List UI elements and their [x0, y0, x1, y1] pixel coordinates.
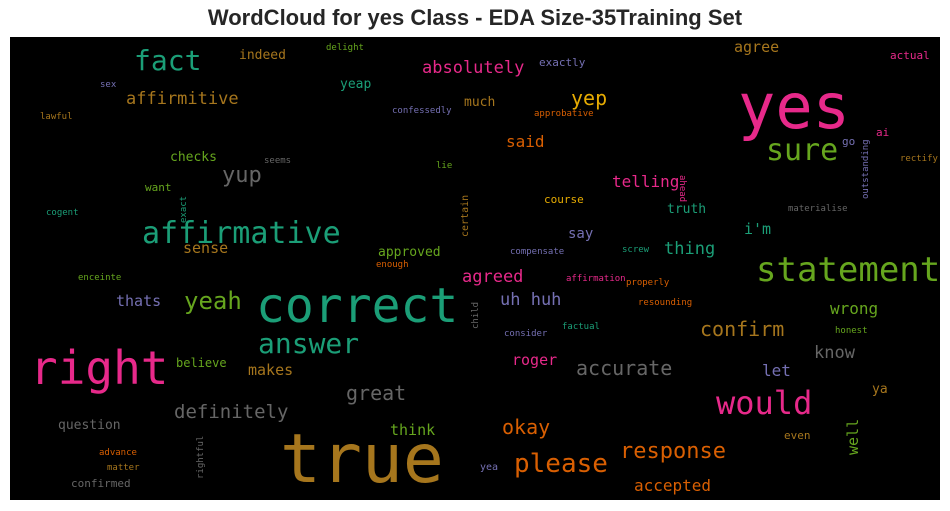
word-agree: agree	[734, 38, 779, 56]
word-sense: sense	[183, 239, 228, 257]
word-resounding: resounding	[638, 298, 692, 308]
word-sure: sure	[766, 133, 838, 168]
word-know: know	[814, 343, 856, 363]
word-definitely: definitely	[174, 401, 288, 423]
word-compensate: compensate	[510, 247, 564, 257]
word-even: even	[784, 429, 811, 442]
word-cogent: cogent	[46, 208, 79, 218]
word-ai: ai	[876, 126, 889, 139]
word-affirmation: affirmation	[566, 274, 626, 284]
word-believe: believe	[176, 356, 227, 370]
word-let: let	[762, 361, 791, 380]
word-much: much	[464, 95, 495, 110]
word-response: response	[620, 439, 726, 464]
word-child: child	[471, 302, 481, 329]
word-said: said	[506, 132, 545, 151]
word-yup: yup	[222, 163, 262, 188]
word-absolutely: absolutely	[422, 58, 524, 78]
word-agreed: agreed	[462, 267, 523, 287]
word-rectify: rectify	[900, 154, 939, 164]
word-exact: exact	[179, 196, 189, 223]
word-lie: lie	[436, 161, 452, 171]
word-well: well	[844, 419, 862, 455]
word-approved: approved	[378, 245, 441, 260]
word-truth: truth	[667, 202, 706, 217]
word-affirmitive: affirmitive	[126, 89, 239, 109]
word-statement: statement	[756, 250, 940, 290]
word-accurate: accurate	[576, 356, 672, 380]
word-confirmed: confirmed	[71, 477, 131, 490]
word-makes: makes	[248, 361, 293, 379]
word-yeap: yeap	[340, 77, 371, 92]
word-screw: screw	[622, 245, 650, 255]
word-answer: answer	[258, 327, 359, 360]
word-confessedly: confessedly	[392, 106, 452, 116]
word-indeed: indeed	[239, 48, 286, 63]
word-properly: properly	[626, 278, 670, 288]
word-thing: thing	[664, 239, 715, 259]
word-please: please	[514, 449, 608, 479]
word-go: go	[842, 135, 855, 148]
word-sex: sex	[100, 80, 117, 90]
word-matter: matter	[107, 463, 140, 473]
word-thats: thats	[116, 292, 161, 310]
word-lawful: lawful	[40, 112, 73, 122]
word-seems: seems	[264, 156, 291, 166]
word-approbative: approbative	[534, 109, 594, 119]
word-telling: telling	[612, 172, 679, 191]
chart-title: WordCloud for yes Class - EDA Size-35Tra…	[207, 5, 743, 30]
word-enough: enough	[376, 260, 409, 270]
word-wrong: wrong	[830, 299, 878, 318]
wordcloud-canvas: yes true correct right statement affirmative w…	[30, 38, 940, 499]
word-rightful: rightful	[196, 436, 206, 479]
word-factual: factual	[562, 322, 600, 332]
word-affirmative: affirmative	[142, 216, 341, 251]
word-yea: yea	[480, 462, 498, 473]
word-want: want	[145, 181, 172, 194]
word-checks: checks	[170, 150, 217, 165]
word-accepted: accepted	[634, 476, 711, 495]
word-materialise: materialise	[788, 204, 848, 214]
word-correct: correct	[256, 278, 458, 334]
wordcloud-panel: yes true correct right statement affirmative w…	[10, 37, 940, 500]
word-yeah: yeah	[184, 287, 242, 315]
word-ahead: ahead	[677, 175, 687, 202]
word-exactly: exactly	[539, 56, 586, 69]
word-would: would	[716, 384, 812, 422]
word-think: think	[390, 421, 435, 439]
word-uh-huh: uh huh	[500, 290, 561, 310]
word-right: right	[30, 341, 168, 395]
word-true: true	[280, 420, 444, 499]
word-great: great	[346, 381, 406, 405]
word-course: course	[544, 193, 584, 206]
word-actual: actual	[890, 49, 930, 62]
word-yep: yep	[571, 86, 607, 110]
word-yes: yes	[738, 70, 850, 143]
word-okay: okay	[502, 415, 550, 439]
word-confirm: confirm	[700, 317, 784, 341]
word-honest: honest	[835, 326, 868, 336]
word-enceinte: enceinte	[78, 273, 121, 283]
word-ya: ya	[872, 382, 888, 397]
word-certain: certain	[460, 195, 471, 237]
word-consider: consider	[504, 329, 548, 339]
word-advance: advance	[99, 448, 137, 458]
word-question: question	[58, 418, 121, 433]
word-delight: delight	[326, 43, 364, 53]
word-i-m: i'm	[744, 220, 771, 238]
word-fact: fact	[134, 44, 201, 77]
word-outstanding: outstanding	[861, 139, 871, 199]
word-say: say	[568, 226, 593, 242]
word-roger: roger	[512, 351, 557, 369]
